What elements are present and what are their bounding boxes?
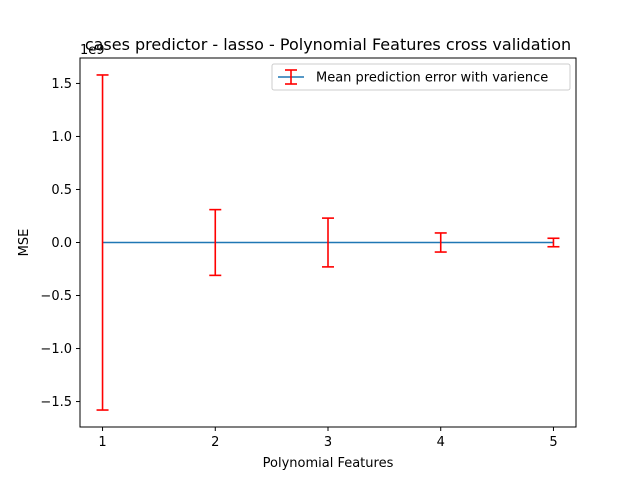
y-axis: −1.5 −1.0 −0.5 0.0 0.5 1.0 1.5	[40, 77, 80, 410]
x-tick-label: 1	[98, 435, 106, 450]
y-tick-label: 0.0	[51, 236, 72, 251]
y-tick-label: 0.5	[51, 183, 72, 198]
y-tick-label: 1.5	[51, 77, 72, 92]
plot-area	[96, 74, 560, 411]
x-axis: 1 2 3 4 5	[98, 427, 558, 450]
y-tick-label: −1.0	[40, 342, 72, 357]
x-tick-label: 3	[324, 435, 332, 450]
y-tick-label: −1.5	[40, 395, 72, 410]
x-axis-label: Polynomial Features	[263, 456, 394, 471]
y-tick-label: −0.5	[40, 289, 72, 304]
legend-label: Mean prediction error with varience	[316, 71, 548, 86]
x-tick-label: 5	[549, 435, 557, 450]
legend-errorbar-icon	[278, 69, 304, 85]
legend: Mean prediction error with varience	[271, 63, 571, 91]
x-tick-label: 4	[437, 435, 445, 450]
chart-title: cases predictor - lasso - Polynomial Fea…	[85, 35, 571, 54]
y-axis-offset-label: 1e9	[80, 43, 105, 58]
y-axis-label: MSE	[17, 229, 32, 257]
y-tick-label: 1.0	[51, 130, 72, 145]
x-tick-label: 2	[211, 435, 219, 450]
legend-box	[271, 63, 571, 91]
